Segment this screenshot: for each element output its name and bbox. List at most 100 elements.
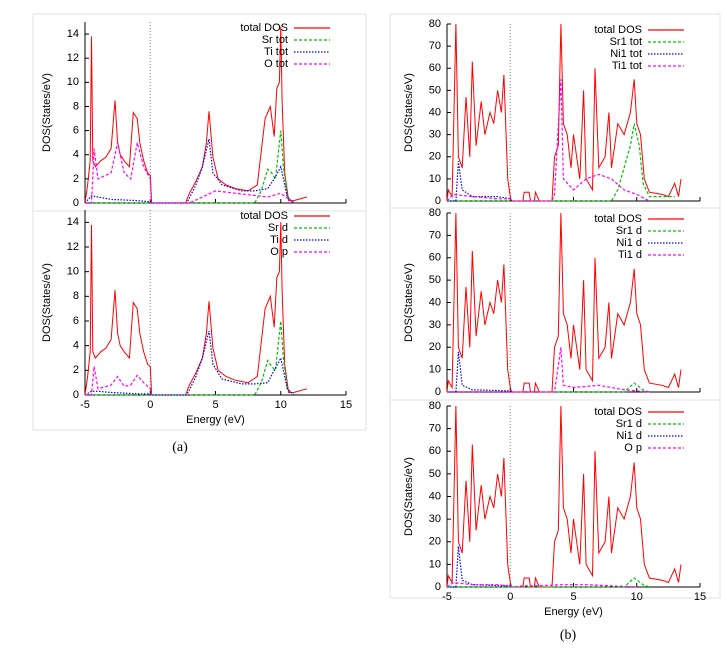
y-tick-label: 80 xyxy=(429,18,441,30)
legend-label: O p xyxy=(624,442,642,454)
legend-label: Sr1 d xyxy=(616,225,642,237)
legend-label: Ti tot xyxy=(264,46,288,58)
x-tick-label: 10 xyxy=(631,591,643,603)
x-tick-label: 5 xyxy=(212,399,218,411)
y-tick-label: 10 xyxy=(429,558,441,570)
legend-label: O tot xyxy=(264,58,288,70)
legend-label: Ti d xyxy=(270,234,288,246)
legend-label: total DOS xyxy=(594,213,642,225)
y-tick-label: 0 xyxy=(73,389,79,401)
dos-line xyxy=(447,347,650,393)
x-tick-label: -5 xyxy=(442,591,452,603)
legend-label: Sr tot xyxy=(262,34,288,46)
dos-line xyxy=(446,212,682,393)
y-tick-label: 20 xyxy=(429,341,441,353)
y-tick-label: 10 xyxy=(67,76,79,88)
y-tick-label: 12 xyxy=(67,241,79,253)
y-tick-label: 2 xyxy=(73,173,79,185)
y-axis-label: DOS(States/eV) xyxy=(403,263,415,342)
y-tick-label: 20 xyxy=(429,536,441,548)
y-tick-label: 60 xyxy=(429,445,441,457)
dos-line xyxy=(447,382,650,393)
x-tick-label: -5 xyxy=(80,399,90,411)
y-tick-label: 0 xyxy=(435,195,441,207)
dos-line xyxy=(446,405,682,588)
legend-label: Ni1 d xyxy=(616,430,642,442)
legend-label: Ti1 tot xyxy=(612,60,642,72)
dos-line xyxy=(84,26,308,204)
y-tick-label: 14 xyxy=(67,216,79,228)
y-tick-label: 60 xyxy=(429,62,441,74)
x-tick-label: 0 xyxy=(147,399,153,411)
legend-label: O p xyxy=(270,246,288,258)
y-tick-label: 30 xyxy=(429,513,441,525)
y-tick-label: 0 xyxy=(73,197,79,209)
y-tick-label: 50 xyxy=(429,274,441,286)
dos-line xyxy=(85,320,295,396)
caption: (a) xyxy=(172,440,188,455)
x-axis-label: Energy (eV) xyxy=(544,606,603,618)
y-tick-label: 80 xyxy=(429,207,441,219)
y-tick-label: 40 xyxy=(429,490,441,502)
y-tick-label: 50 xyxy=(429,468,441,480)
dos-line xyxy=(84,138,295,204)
x-tick-label: 15 xyxy=(694,591,706,603)
dos-line xyxy=(447,351,512,393)
x-axis-label: Energy (eV) xyxy=(186,414,245,426)
y-axis-label: DOS(States/eV) xyxy=(403,457,415,536)
y-tick-label: 70 xyxy=(429,40,441,52)
x-tick-label: 5 xyxy=(570,591,576,603)
legend-label: Sr1 tot xyxy=(610,36,642,48)
y-tick-label: 8 xyxy=(73,100,79,112)
y-tick-label: 30 xyxy=(429,319,441,331)
y-tick-label: 6 xyxy=(73,315,79,327)
y-tick-label: 10 xyxy=(429,173,441,185)
panel-frame xyxy=(389,399,721,599)
legend-label: total DOS xyxy=(594,24,642,36)
y-tick-label: 14 xyxy=(67,28,79,40)
legend-label: Sr1 d xyxy=(616,418,642,430)
dos-line xyxy=(447,123,675,202)
y-axis-label: DOS(States/eV) xyxy=(41,73,53,152)
legend-label: total DOS xyxy=(240,22,288,34)
y-tick-label: 10 xyxy=(67,266,79,278)
y-tick-label: 50 xyxy=(429,84,441,96)
legend-label: Ni1 d xyxy=(616,237,642,249)
legend-label: Ti1 d xyxy=(618,249,642,261)
y-tick-label: 0 xyxy=(435,581,441,593)
y-axis-label: DOS(States/eV) xyxy=(403,73,415,152)
legend-label: Sr d xyxy=(268,222,288,234)
y-tick-label: 10 xyxy=(429,364,441,376)
panel-frame xyxy=(32,210,367,431)
y-tick-label: 70 xyxy=(429,229,441,241)
dos-line xyxy=(84,222,308,396)
x-tick-label: 10 xyxy=(275,399,287,411)
y-tick-label: 6 xyxy=(73,125,79,137)
dos-line xyxy=(446,23,682,202)
y-tick-label: 4 xyxy=(73,340,79,352)
y-tick-label: 2 xyxy=(73,364,79,376)
dos-line xyxy=(85,366,153,396)
legend-label: Ni1 tot xyxy=(610,48,642,60)
y-tick-label: 60 xyxy=(429,252,441,264)
dos-line xyxy=(84,330,295,396)
caption: (b) xyxy=(560,628,577,643)
y-tick-label: 20 xyxy=(429,151,441,163)
dos-line xyxy=(85,142,295,204)
dos-line xyxy=(446,581,637,588)
dos-line xyxy=(446,79,650,202)
y-axis-label: DOS(States/eV) xyxy=(41,263,53,342)
y-tick-label: 80 xyxy=(429,400,441,412)
x-tick-label: 0 xyxy=(507,591,513,603)
legend-label: total DOS xyxy=(594,406,642,418)
panel-frame xyxy=(32,13,367,212)
y-tick-label: 12 xyxy=(67,52,79,64)
x-tick-label: 15 xyxy=(340,399,352,411)
y-tick-label: 40 xyxy=(429,296,441,308)
legend-label: total DOS xyxy=(240,210,288,222)
y-tick-label: 30 xyxy=(429,129,441,141)
dos-line xyxy=(447,546,512,588)
y-tick-label: 4 xyxy=(73,149,79,161)
